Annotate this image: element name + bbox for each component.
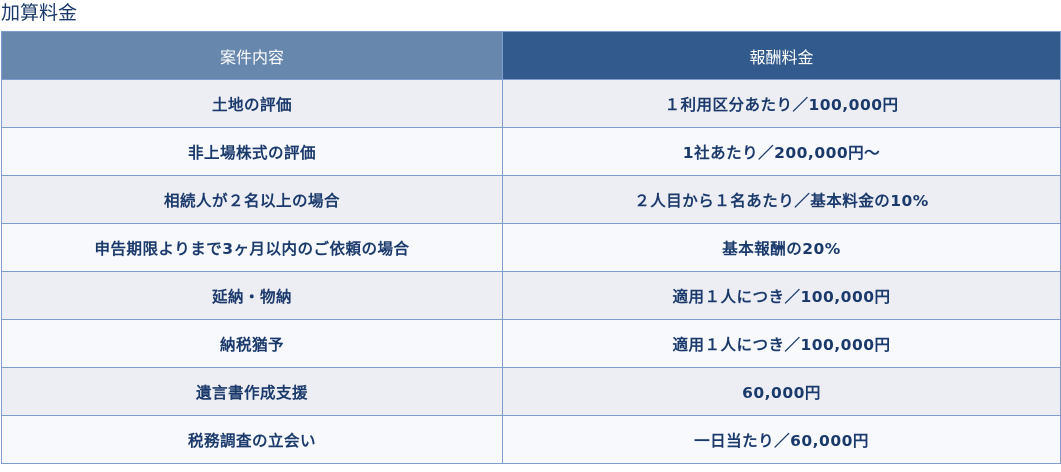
case-content-cell: 相続人が２名以上の場合 bbox=[1, 175, 503, 224]
case-content-cell: 納税猶予 bbox=[1, 319, 503, 368]
table-row: 申告期限よりまで3ヶ月以内のご依頼の場合 基本報酬の20% bbox=[1, 223, 1061, 272]
fee-cell: 60,000円 bbox=[502, 367, 1061, 416]
table-row: 遺言書作成支援 60,000円 bbox=[1, 367, 1061, 416]
table-row: 納税猶予 適用１人につき／100,000円 bbox=[1, 319, 1061, 368]
header-fee: 報酬料金 bbox=[502, 31, 1061, 80]
fee-cell: 1社あたり／200,000円～ bbox=[502, 127, 1061, 176]
fee-cell: 適用１人につき／100,000円 bbox=[502, 271, 1061, 320]
table-row: 税務調査の立会い 一日当たり／60,000円 bbox=[1, 415, 1061, 464]
fee-cell: ２人目から１名あたり／基本料金の10% bbox=[502, 175, 1061, 224]
case-content-cell: 土地の評価 bbox=[1, 79, 503, 128]
case-content-cell: 延納・物納 bbox=[1, 271, 503, 320]
fee-cell: 適用１人につき／100,000円 bbox=[502, 319, 1061, 368]
table-header-row: 案件内容 報酬料金 bbox=[1, 31, 1061, 80]
case-content-cell: 遺言書作成支援 bbox=[1, 367, 503, 416]
table-row: 土地の評価 １利用区分あたり／100,000円 bbox=[1, 79, 1061, 128]
case-content-cell: 税務調査の立会い bbox=[1, 415, 503, 464]
table-row: 相続人が２名以上の場合 ２人目から１名あたり／基本料金の10% bbox=[1, 175, 1061, 224]
section-title: 加算料金 bbox=[1, 2, 78, 24]
table-row: 延納・物納 適用１人につき／100,000円 bbox=[1, 271, 1061, 320]
fee-cell: １利用区分あたり／100,000円 bbox=[502, 79, 1061, 128]
fee-cell: 基本報酬の20% bbox=[502, 223, 1061, 272]
additional-fees-table: 案件内容 報酬料金 土地の評価 １利用区分あたり／100,000円 非上場株式の評価… bbox=[1, 31, 1061, 464]
case-content-cell: 申告期限よりまで3ヶ月以内のご依頼の場合 bbox=[1, 223, 503, 272]
fee-cell: 一日当たり／60,000円 bbox=[502, 415, 1061, 464]
header-case-content: 案件内容 bbox=[1, 31, 503, 80]
case-content-cell: 非上場株式の評価 bbox=[1, 127, 503, 176]
table-row: 非上場株式の評価 1社あたり／200,000円～ bbox=[1, 127, 1061, 176]
